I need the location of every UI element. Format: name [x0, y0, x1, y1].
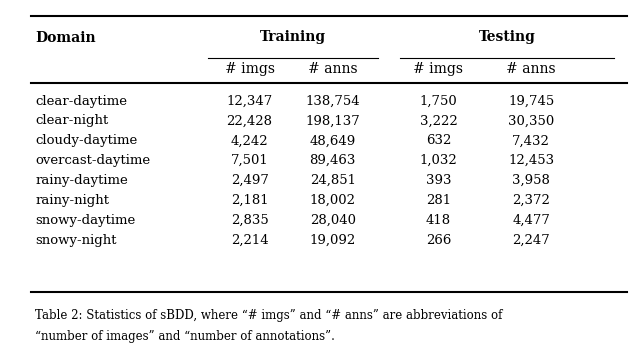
Text: 7,432: 7,432	[512, 134, 550, 147]
Text: cloudy-daytime: cloudy-daytime	[35, 134, 138, 147]
Text: 4,477: 4,477	[512, 214, 550, 227]
Text: # imgs: # imgs	[413, 62, 463, 76]
Text: # imgs: # imgs	[225, 62, 275, 76]
Text: Domain: Domain	[35, 31, 96, 45]
Text: 632: 632	[426, 134, 451, 147]
Text: # anns: # anns	[506, 62, 556, 76]
Text: clear-daytime: clear-daytime	[35, 95, 127, 108]
Text: 2,247: 2,247	[513, 234, 550, 247]
Text: 19,745: 19,745	[508, 95, 554, 108]
Text: 89,463: 89,463	[310, 154, 356, 167]
Text: 418: 418	[426, 214, 451, 227]
Text: 266: 266	[426, 234, 451, 247]
Text: Table 2: Statistics of sBDD, where “# imgs” and “# anns” are abbreviations of: Table 2: Statistics of sBDD, where “# im…	[35, 309, 502, 322]
Text: rainy-night: rainy-night	[35, 194, 109, 207]
Text: 2,214: 2,214	[231, 234, 268, 247]
Text: 12,347: 12,347	[227, 95, 273, 108]
Text: 2,835: 2,835	[231, 214, 268, 227]
Text: 3,222: 3,222	[420, 114, 457, 127]
Text: 22,428: 22,428	[227, 114, 273, 127]
Text: 2,181: 2,181	[231, 194, 268, 207]
Text: 28,040: 28,040	[310, 214, 356, 227]
Text: 48,649: 48,649	[310, 134, 356, 147]
Text: Training: Training	[260, 30, 326, 44]
Text: 3,958: 3,958	[512, 174, 550, 187]
Text: 198,137: 198,137	[305, 114, 360, 127]
Text: 138,754: 138,754	[305, 95, 360, 108]
Text: “number of images” and “number of annotations”.: “number of images” and “number of annota…	[35, 330, 335, 343]
Text: clear-night: clear-night	[35, 114, 108, 127]
Text: 281: 281	[426, 194, 451, 207]
Text: snowy-daytime: snowy-daytime	[35, 214, 136, 227]
Text: # anns: # anns	[308, 62, 358, 76]
Text: 1,032: 1,032	[420, 154, 457, 167]
Text: Testing: Testing	[479, 30, 536, 44]
Text: 24,851: 24,851	[310, 174, 356, 187]
Text: 18,002: 18,002	[310, 194, 356, 207]
Text: snowy-night: snowy-night	[35, 234, 116, 247]
Text: rainy-daytime: rainy-daytime	[35, 174, 128, 187]
Text: 1,750: 1,750	[420, 95, 457, 108]
Text: overcast-daytime: overcast-daytime	[35, 154, 150, 167]
Text: 19,092: 19,092	[310, 234, 356, 247]
Text: 4,242: 4,242	[231, 134, 268, 147]
Text: 393: 393	[426, 174, 451, 187]
Text: 7,501: 7,501	[231, 154, 268, 167]
Text: 12,453: 12,453	[508, 154, 554, 167]
Text: 2,372: 2,372	[512, 194, 550, 207]
Text: 30,350: 30,350	[508, 114, 554, 127]
Text: 2,497: 2,497	[230, 174, 269, 187]
